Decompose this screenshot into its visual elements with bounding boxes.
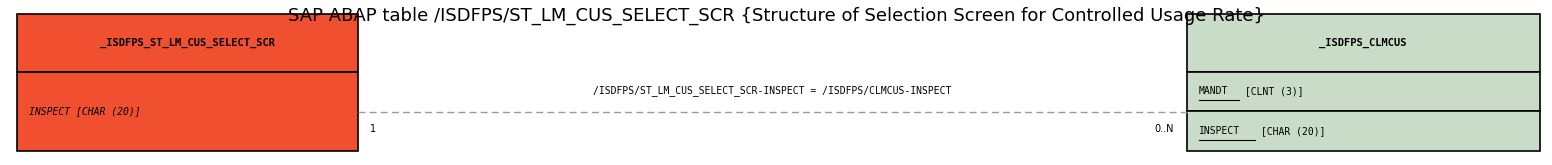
Text: INSPECT: INSPECT [1200,126,1240,136]
Bar [1187,72,1540,111]
Text: INSPECT [CHAR (20)]: INSPECT [CHAR (20)] [29,106,141,116]
Text: SAP ABAP table /ISDFPS/ST_LM_CUS_SELECT_SCR {Structure of Selection Screen for C: SAP ABAP table /ISDFPS/ST_LM_CUS_SELECT_… [287,6,1265,25]
Text: MANDT: MANDT [1200,86,1228,96]
Bar [1187,111,1540,151]
Text: _ISDFPS_ST_LM_CUS_SELECT_SCR: _ISDFPS_ST_LM_CUS_SELECT_SCR [99,38,275,48]
Text: /ISDFPS/ST_LM_CUS_SELECT_SCR-INSPECT = /ISDFPS/CLMCUS-INSPECT: /ISDFPS/ST_LM_CUS_SELECT_SCR-INSPECT = /… [593,85,951,96]
Text: [CLNT (3)]: [CLNT (3)] [1238,86,1304,96]
Text: [CHAR (20)]: [CHAR (20)] [1256,126,1325,136]
Bar [17,72,357,151]
Bar [17,14,357,72]
Text: 0..N: 0..N [1155,124,1175,134]
Text: 1: 1 [369,124,376,134]
Text: _ISDFPS_CLMCUS: _ISDFPS_CLMCUS [1319,38,1408,48]
Bar [1187,14,1540,72]
